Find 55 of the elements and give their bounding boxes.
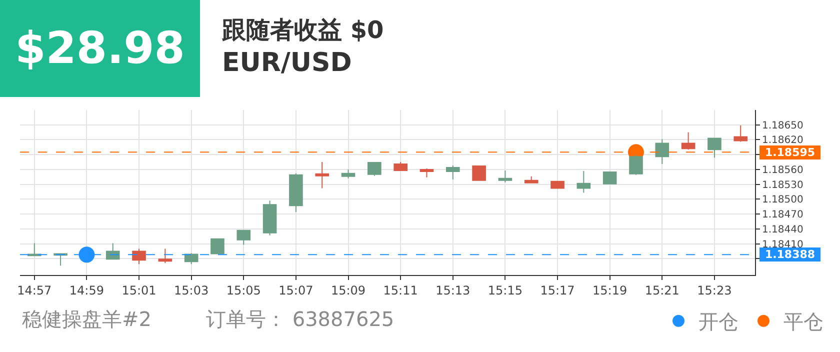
x-tick-label: 14:57	[17, 283, 52, 298]
candlestick	[184, 252, 198, 265]
text: 1.18500	[762, 194, 804, 206]
x-tick-label: 15:07	[278, 283, 314, 298]
candlestick	[341, 168, 356, 179]
chart-title: EUR/USD	[222, 48, 352, 78]
candlestick	[446, 165, 460, 180]
x-tick-label: 15:09	[330, 283, 366, 298]
candlestick	[498, 170, 512, 183]
candlestick	[210, 238, 224, 255]
chart-subtitle: 跟随者收益 $0	[222, 15, 384, 46]
candlestick	[524, 176, 538, 184]
candlestick	[289, 172, 303, 213]
x-tick-label: 15:05	[226, 283, 261, 298]
text: 订单号： 63887625	[206, 307, 394, 331]
legend-label: 开仓	[698, 310, 738, 334]
x-tick-label: 15:13	[436, 283, 470, 298]
text: 1.18530	[762, 180, 804, 191]
text: 1.18470	[762, 210, 804, 221]
candlestick	[550, 180, 564, 189]
text: 1.18650	[762, 120, 804, 132]
ref-line-label: 1.18595	[764, 146, 816, 159]
candlestick	[576, 170, 591, 194]
x-tick-label: 15:03	[174, 283, 209, 298]
text: $28.98	[0, 0, 200, 97]
x-tick-label: 15:15	[488, 283, 522, 298]
text: 1.18440	[762, 224, 804, 236]
text: 1.18410	[762, 239, 804, 250]
x-tick-label: 15:23	[697, 283, 732, 298]
legend-label: 平仓	[784, 310, 824, 334]
candlestick	[236, 230, 251, 246]
x-tick-label: 15:01	[122, 283, 156, 298]
candlestick	[734, 124, 748, 142]
candlestick	[315, 162, 330, 189]
x-tick-label: 15:17	[540, 283, 575, 298]
candlestick	[602, 171, 617, 184]
candlestick	[262, 200, 277, 236]
candlestick	[132, 248, 146, 265]
x-tick-label: 15:19	[592, 283, 628, 298]
candlestick	[420, 168, 434, 178]
ref-line-label: 1.18388	[764, 248, 816, 261]
candlestick	[708, 138, 722, 158]
text: 1.18620	[762, 135, 804, 146]
candlestick	[472, 165, 486, 181]
candlestick	[158, 248, 172, 264]
candlestick	[655, 138, 670, 165]
x-tick-label: 15:11	[383, 283, 418, 298]
x-tick-label: 14:59	[69, 283, 104, 298]
text: 1.18560	[762, 164, 804, 176]
candlestick	[681, 132, 696, 150]
candlestick	[394, 162, 408, 171]
text: 稳健操盘羊#2	[22, 307, 152, 331]
candlestick	[106, 242, 120, 260]
x-tick-label: 15:21	[644, 283, 680, 298]
candlestick	[368, 162, 382, 176]
